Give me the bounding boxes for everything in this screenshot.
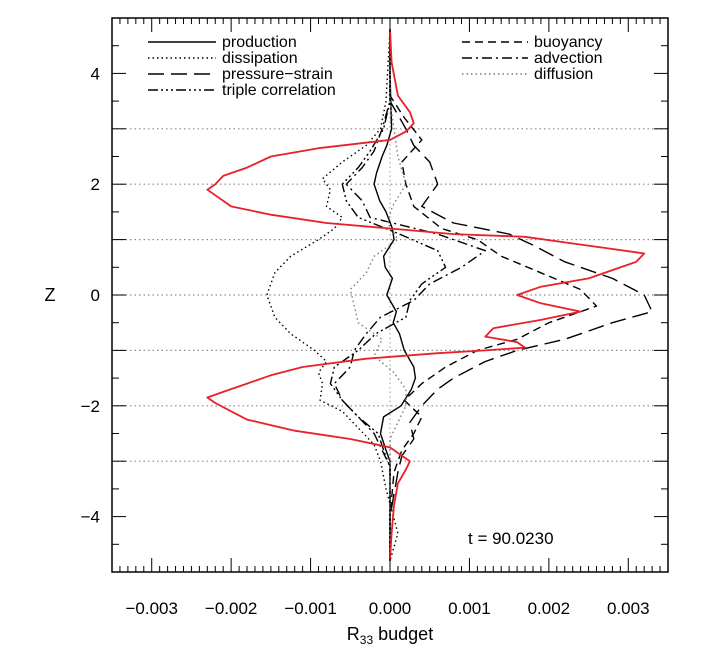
series-layer	[206, 29, 653, 562]
legend-label: pressure−strain	[222, 66, 333, 83]
y-tick-label: 0	[91, 286, 100, 305]
y-tick-label: −2	[81, 397, 100, 416]
legend-label: triple correlation	[222, 82, 336, 99]
legend-label: advection	[534, 50, 603, 67]
legend-label: production	[222, 34, 297, 51]
series-line-buoyancy	[389, 29, 598, 561]
series-line-pressure-strain	[389, 29, 653, 561]
series-line-diffusion	[349, 29, 407, 561]
legend-label: buoyancy	[534, 34, 603, 51]
axis-ticks	[111, 17, 669, 573]
x-axis-title-rest: budget	[373, 624, 433, 644]
x-tick-label: −0.002	[205, 599, 257, 618]
y-tick-label: 4	[91, 64, 100, 83]
y-tick-label: −4	[81, 508, 100, 527]
time-annotation: t = 90.0230	[468, 529, 554, 548]
x-axis-title-subscript: 33	[360, 633, 374, 647]
x-tick-label: −0.003	[125, 599, 177, 618]
x-axis-title: R33 budget	[347, 624, 433, 647]
legend-label: dissipation	[222, 50, 298, 67]
x-tick-label: 0.000	[369, 599, 412, 618]
x-tick-label: 0.003	[607, 599, 650, 618]
y-tick-label: 2	[91, 175, 100, 194]
x-tick-label: −0.001	[284, 599, 336, 618]
x-tick-label: 0.002	[528, 599, 571, 618]
series-line-production	[373, 29, 417, 561]
series-line-triple-correlation	[329, 29, 447, 561]
y-axis-title: Z	[45, 285, 56, 305]
series-line-red-curve	[206, 29, 646, 561]
legend: productiondissipationpressure−straintrip…	[148, 34, 603, 99]
series-line-advection	[333, 29, 486, 561]
axis-tick-labels: −0.003 −0.002 −0.001 0.000 0.001 0.002 0.003 −4…	[81, 64, 650, 618]
x-tick-label: 0.001	[448, 599, 491, 618]
legend-label: diffusion	[534, 66, 593, 83]
x-axis-title-main: R	[347, 624, 360, 644]
